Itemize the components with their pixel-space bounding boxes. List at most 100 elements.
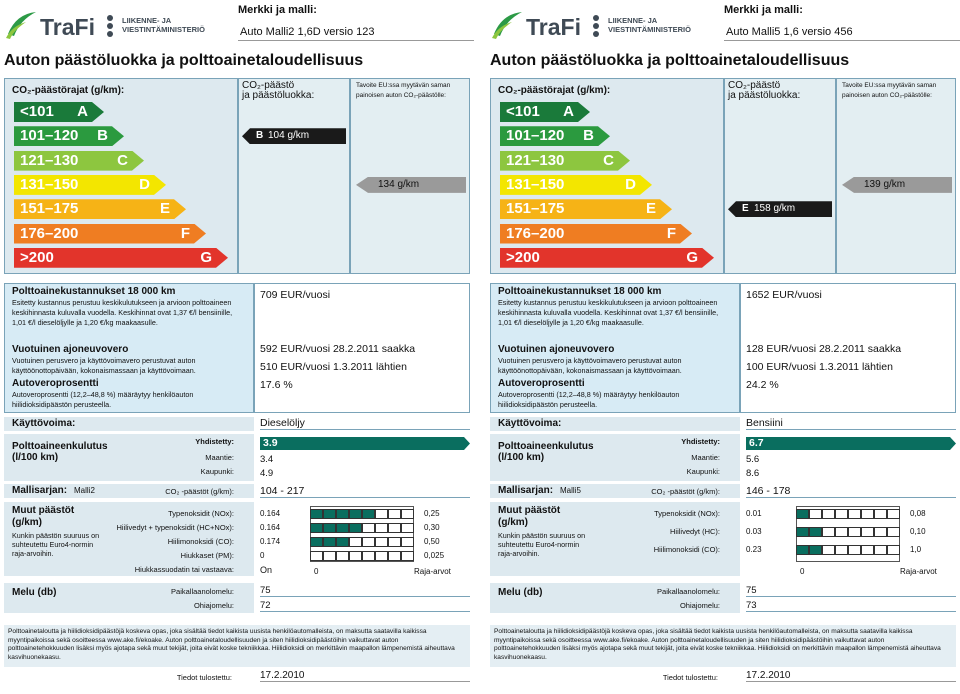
noise-pass-label: Paikallaanolomelu: [171,587,234,596]
series-label-cell [490,484,740,498]
city-label: Kaupunki: [686,467,720,476]
co2-band-d: 131–150 D [14,175,166,195]
fuel-type-label: Käyttövoima: [498,418,562,429]
scale-limit: Raja-arvot [900,567,937,576]
co2-band-range: 176–200 [20,224,79,242]
noise-drive-value: 72 [260,600,470,612]
combined-value: 6.7 [749,437,764,449]
noise-title: Melu (db) [12,587,57,598]
scale-zero: 0 [800,567,805,576]
emission-value: 0.03 [746,527,762,536]
trafi-swoosh-icon [6,12,36,39]
tax-value-2: 510 EUR/vuosi 1.3.2011 lähtien [260,361,407,373]
vehicle-co2-value: 104 g/km [268,130,310,142]
vehicle-class-letter: E [742,203,749,215]
emission-label: Hiilimonoksidi (CO): [653,545,720,554]
consumption-panel [490,434,740,481]
ministry-emblem-icon [107,15,113,37]
emission-value: 0.01 [746,509,762,518]
ministry-logo: LIIKENNE- JA VIESTINTÄMINISTERIÖ [588,14,691,42]
emission-bar-cell [323,537,336,547]
combined-value: 3.9 [263,437,278,449]
series-co2-label: CO₂ -päästöt (g/km): [651,487,720,496]
make-model-title: Merkki ja malli: [238,4,317,16]
emission-bar-cell [349,537,362,547]
energy-label-right: TraFi LIIKENNE- JA VIESTINTÄMINISTERIÖ Me… [490,0,960,694]
emission-value: 0 [260,551,265,560]
noise-title: Melu (db) [498,587,543,598]
co2-band-letter: B [583,127,594,145]
consumption-title: Polttoaineenkulutus (l/100 km) [498,441,594,463]
co2-band-g: >200 G [500,248,714,268]
co2-band-letter: E [159,200,170,218]
emission-bar-cell [375,537,388,547]
consumption-panel [4,434,254,481]
tax-value-2: 100 EUR/vuosi 1.3.2011 lähtien [746,361,893,373]
ministry-line2: VIESTINTÄMINISTERIÖ [122,25,205,34]
emission-bar-cell [323,509,336,519]
emission-value: 0.164 [260,509,281,518]
emission-bar-cell [323,551,336,561]
series-co2-value: 146 - 178 [746,485,956,498]
co2-band-range: 101–120 [506,127,565,145]
city-value: 4.9 [260,468,274,479]
emission-label: Hiukkaset (PM): [180,551,234,560]
co2-band-letter: A [563,103,574,120]
co2-band-letter: C [117,151,128,169]
combined-value-bar: 3.9 [260,437,470,450]
series-label: Mallisarjan: [12,485,68,496]
print-date-value: 17.2.2010 [746,670,956,682]
brand-name: TraFi [40,14,95,40]
emission-bar-cell [822,509,835,519]
cost-value: 709 EUR/vuosi [260,289,331,301]
eu-target-value: 134 g/km [378,178,420,190]
co2-class-title-2: ja päästöluokka: [728,90,801,101]
co2-limits-title: CO₂-päästörajat (g/km): [12,85,125,96]
co2-band-range: 121–130 [20,151,79,169]
eu-target-panel [350,78,470,274]
emission-bar-cell [848,545,861,555]
co2-band-f: 176–200 F [500,224,692,244]
cost-title: Polttoainekustannukset 18 000 km [12,286,176,297]
other-emissions-text: Kunkin päästön suuruus on suhteutettu Eu… [498,531,586,558]
co2-band-range: <101 [20,103,54,120]
co2-band-letter: B [97,127,108,145]
co2-limits-title: CO₂-päästörajat (g/km): [498,85,611,96]
other-emissions-title: Muut päästöt (g/km) [12,505,75,528]
emission-bar-cell [887,509,900,519]
combined-value-bar: 6.7 [746,437,956,450]
series-name: Malli5 [560,486,581,495]
co2-band-letter: D [625,175,636,193]
co2-class-title-2: ja päästöluokka: [242,90,315,101]
emission-bar-cell [809,545,822,555]
eu-target-title-1: Tavoite EU:ssa myytävän saman [842,82,937,89]
emission-limit: 0,08 [910,509,926,518]
trafi-swoosh-icon [492,12,522,39]
emission-bar-cell [887,527,900,537]
fuel-type-label-cell [4,417,254,431]
highway-label: Maantie: [691,453,720,462]
co2-class-title-1: CO₂-päästö [242,80,295,91]
co2-band-b: 101–120 B [14,126,124,146]
noise-panel [490,583,740,613]
cartax-text: Autoveroprosentti (12,2–48,8 %) määräyty… [498,390,680,409]
emission-label: Hiilivedyt + typenoksidit (HC+NOx): [116,523,234,532]
emission-bar-cell [349,551,362,561]
co2-band-c: 121–130 C [14,151,144,171]
noise-pass-value: 75 [260,585,470,597]
main-title: Auton päästöluokka ja polttoainetaloudel… [490,52,850,69]
emission-bar-cell [401,537,414,547]
emission-bar-cell [388,551,401,561]
emission-bar-cell [362,537,375,547]
fuel-type-value: Dieselöljy [260,417,470,430]
emission-bar-cell [375,551,388,561]
co2-class-panel [724,78,836,274]
emission-limit: 0,10 [910,527,926,536]
emission-bar-cell [848,509,861,519]
emission-bar-cell [796,545,809,555]
brand-name: TraFi [526,14,581,40]
cartax-text: Autoveroprosentti (12,2–48,8 %) määräyty… [12,390,194,409]
emission-bar-cell [822,527,835,537]
cost-values-panel [254,283,470,413]
ministry-line2: VIESTINTÄMINISTERIÖ [608,25,691,34]
